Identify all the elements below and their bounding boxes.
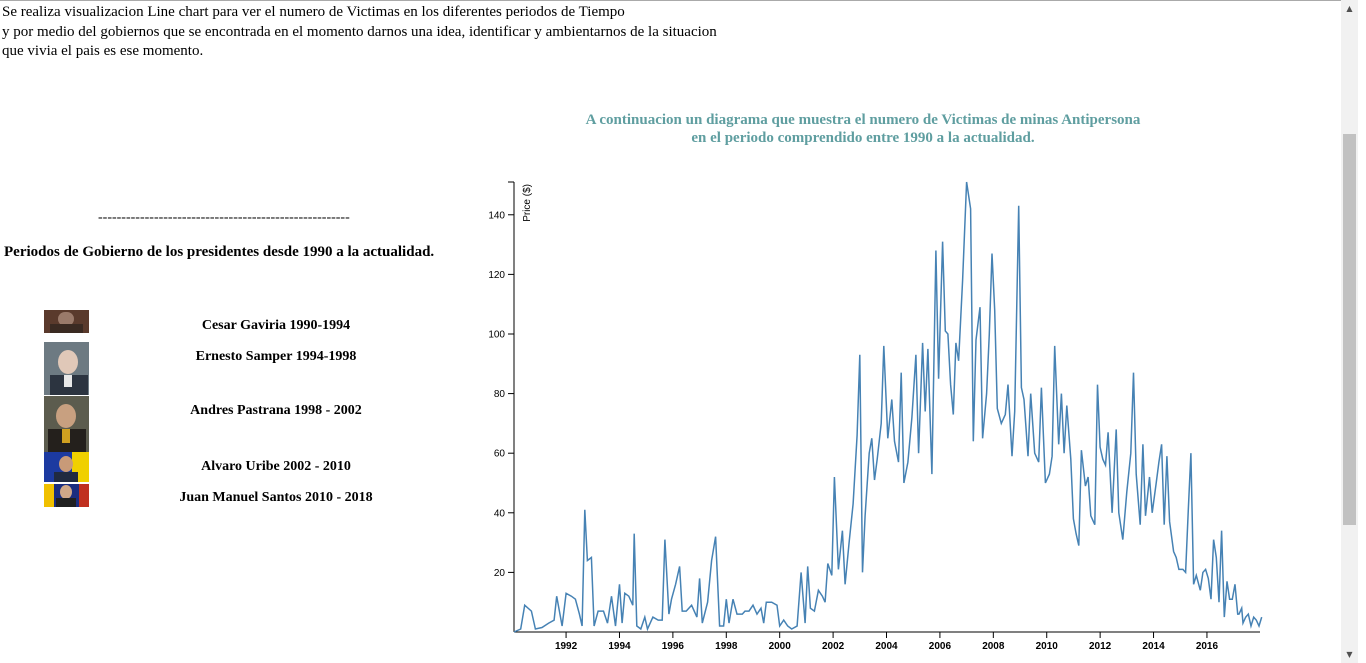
y-axis-label: Price ($) [522,184,533,222]
x-tick-label: 1992 [555,641,578,652]
x-tick-label: 1994 [608,641,631,652]
x-tick-label: 2014 [1142,641,1165,652]
presidents-heading: Periodos de Gobierno de los presidentes … [4,244,435,260]
x-tick-label: 2004 [875,641,898,652]
president-name: Andres Pastrana 1998 - 2002 [190,403,362,418]
president-name: Ernesto Samper 1994-1998 [195,349,357,364]
intro-line: y por medio del gobiernos que se encontr… [2,23,717,40]
y-tick-label: 20 [494,568,506,579]
scroll-up-arrow-icon[interactable]: ▲ [1346,4,1353,13]
x-tick-label: 2000 [769,641,792,652]
x-tick-label: 2008 [982,641,1005,652]
president-row-gaviria: Cesar Gaviria 1990-1994 [0,310,470,333]
x-tick-label: 2002 [822,641,845,652]
x-tick-label: 2012 [1089,641,1112,652]
president-photo [44,342,89,395]
y-tick-label: 60 [494,449,506,460]
x-tick-label: 1998 [715,641,738,652]
top-border [0,0,1341,1]
president-photo [44,452,89,482]
chart-title-line: en el periodo comprendido entre 1990 a l… [691,130,1035,146]
president-name: Cesar Gaviria 1990-1994 [201,318,351,333]
intro-line: Se realiza visualizacion Line chart para… [2,4,625,20]
y-tick-label: 120 [488,270,505,281]
president-row-samper: Ernesto Samper 1994-1998 [0,342,470,395]
chart-title-line: A continuacion un diagrama que muestra e… [585,112,1141,128]
y-tick-label: 100 [488,329,505,340]
president-photo [44,484,89,507]
president-row-pastrana: Andres Pastrana 1998 - 2002 [0,396,470,452]
x-tick-label: 1996 [662,641,685,652]
separator-line: ----------------------------------------… [98,210,350,225]
x-tick-label: 2010 [1036,641,1059,652]
y-tick-label: 80 [494,389,506,400]
x-tick-label: 2016 [1196,641,1219,652]
president-row-uribe: Alvaro Uribe 2002 - 2010 [0,452,470,482]
president-photo [44,310,89,333]
y-tick-label: 40 [494,508,506,519]
scroll-down-arrow-icon[interactable]: ▼ [1346,650,1353,659]
series-line [513,181,1263,633]
president-row-santos: Juan Manuel Santos 2010 - 2018 [0,484,470,507]
intro-paragraph: Se realiza visualizacion Line chart para… [2,3,717,62]
chart-title: A continuacion un diagrama que muestra e… [520,111,1206,147]
president-name: Alvaro Uribe 2002 - 2010 [201,459,351,474]
x-tick-label: 2006 [929,641,952,652]
president-photo [44,396,89,452]
scrollbar-thumb[interactable] [1343,134,1356,525]
president-name: Juan Manuel Santos 2010 - 2018 [179,490,373,505]
y-tick-label: 140 [488,210,505,221]
intro-line: que vivia el pais es ese momento. [2,43,204,59]
